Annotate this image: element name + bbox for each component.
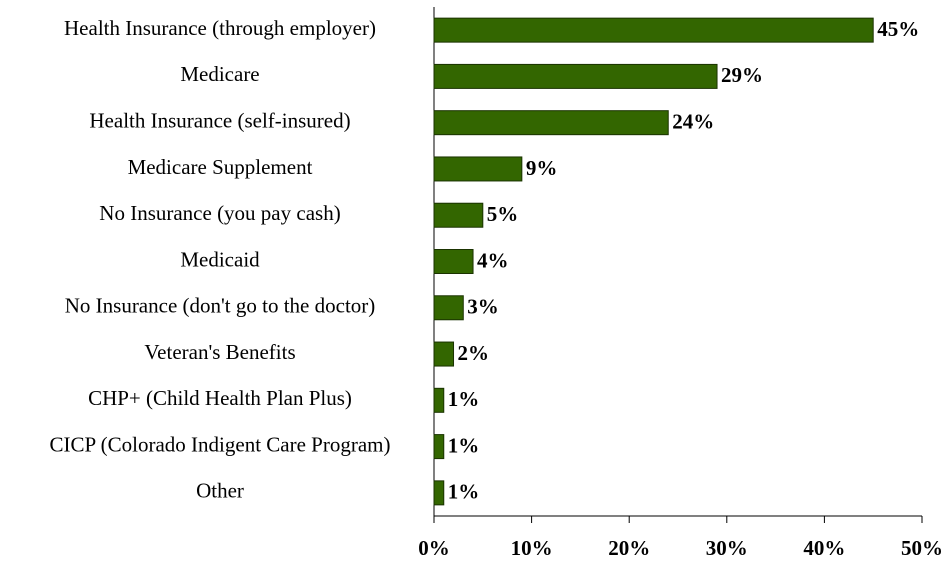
bar (433, 387, 445, 413)
x-tick-label: 10% (511, 536, 553, 560)
value-label: 29% (721, 63, 763, 87)
bar (433, 341, 455, 367)
y-tick-label: CHP+ (Child Health Plan Plus) (88, 386, 352, 410)
bar (433, 434, 445, 460)
value-label: 1% (448, 433, 480, 457)
x-tick-label: 20% (608, 536, 650, 560)
bar (433, 480, 445, 506)
y-tick-label: Medicare Supplement (128, 155, 313, 179)
bar (433, 63, 718, 89)
y-tick-label: Health Insurance (self-insured) (89, 108, 350, 132)
y-tick-label: Health Insurance (through employer) (64, 16, 376, 40)
value-label: 45% (877, 17, 919, 41)
y-tick-label: CICP (Colorado Indigent Care Program) (50, 432, 391, 456)
y-tick-label: No Insurance (you pay cash) (99, 201, 340, 225)
value-label: 24% (672, 109, 714, 133)
y-tick-label: Medicare (180, 62, 259, 86)
y-tick-label: Veteran's Benefits (144, 340, 295, 364)
bar (433, 156, 523, 182)
y-tick-label: No Insurance (don't go to the doctor) (65, 294, 376, 318)
bar (433, 110, 669, 136)
value-label: 1% (448, 480, 480, 504)
bar (433, 249, 474, 274)
value-label: 2% (458, 341, 490, 365)
bar (433, 295, 464, 321)
y-tick-label: Other (196, 479, 244, 503)
value-label: 9% (526, 156, 558, 180)
value-label: 5% (487, 202, 519, 226)
x-tick-label: 0% (418, 536, 450, 560)
bar (433, 17, 874, 43)
x-tick-label: 30% (706, 536, 748, 560)
value-label: 4% (477, 248, 509, 272)
y-tick-label: Medicaid (180, 247, 260, 271)
value-label: 3% (467, 295, 499, 319)
x-tick-label: 40% (803, 536, 845, 560)
bar (433, 202, 484, 228)
value-label: 1% (448, 387, 480, 411)
x-tick-label: 50% (901, 536, 943, 560)
